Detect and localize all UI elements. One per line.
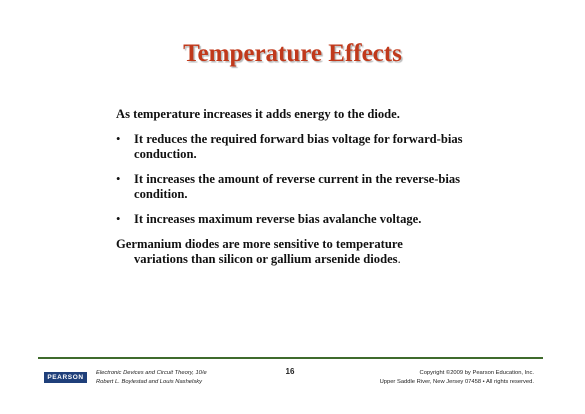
intro-text: As temperature increases it adds energy …: [116, 107, 400, 121]
bullet-text: It increases the amount of reverse curre…: [134, 172, 461, 201]
bullet-icon: •: [116, 132, 121, 146]
footer-book-info: Electronic Devices and Circuit Theory, 1…: [96, 369, 207, 387]
pearson-logo: PEARSON: [44, 372, 87, 383]
closing-line-2: variations than silicon or gallium arsen…: [116, 252, 506, 267]
bullet-text: It reduces the required forward bias vol…: [134, 132, 463, 161]
closing-line-1: Germanium diodes are more sensitive to t…: [116, 237, 403, 251]
book-title: Electronic Devices and Circuit Theory, 1…: [96, 370, 207, 376]
closing-line-2-text: variations than silicon or gallium arsen…: [134, 252, 398, 266]
bullet-item: • It reduces the required forward bias v…: [116, 132, 506, 162]
closing-text: Germanium diodes are more sensitive to t…: [116, 237, 506, 267]
page-number: 16: [285, 367, 295, 376]
bullet-text: It increases maximum reverse bias avalan…: [134, 212, 422, 226]
book-authors: Robert L. Boylestad and Louis Nashelsky: [96, 379, 203, 385]
address-line: Upper Saddle River, New Jersey 07458 • A…: [379, 379, 534, 385]
bullet-icon: •: [116, 212, 121, 226]
bullet-icon: •: [116, 172, 121, 186]
bullet-item: • It increases the amount of reverse cur…: [116, 172, 506, 202]
bullet-item: • It increases maximum reverse bias aval…: [116, 212, 506, 227]
footer-rule: [38, 357, 543, 359]
slide-title: Temperature Effects: [183, 40, 402, 67]
bullet-list: • It reduces the required forward bias v…: [116, 132, 506, 227]
footer-copyright: Copyright ©2009 by Pearson Education, In…: [380, 369, 534, 387]
copyright-line: Copyright ©2009 by Pearson Education, In…: [419, 370, 534, 376]
slide-body: As temperature increases it adds energy …: [116, 107, 506, 267]
closing-period: .: [397, 252, 401, 266]
